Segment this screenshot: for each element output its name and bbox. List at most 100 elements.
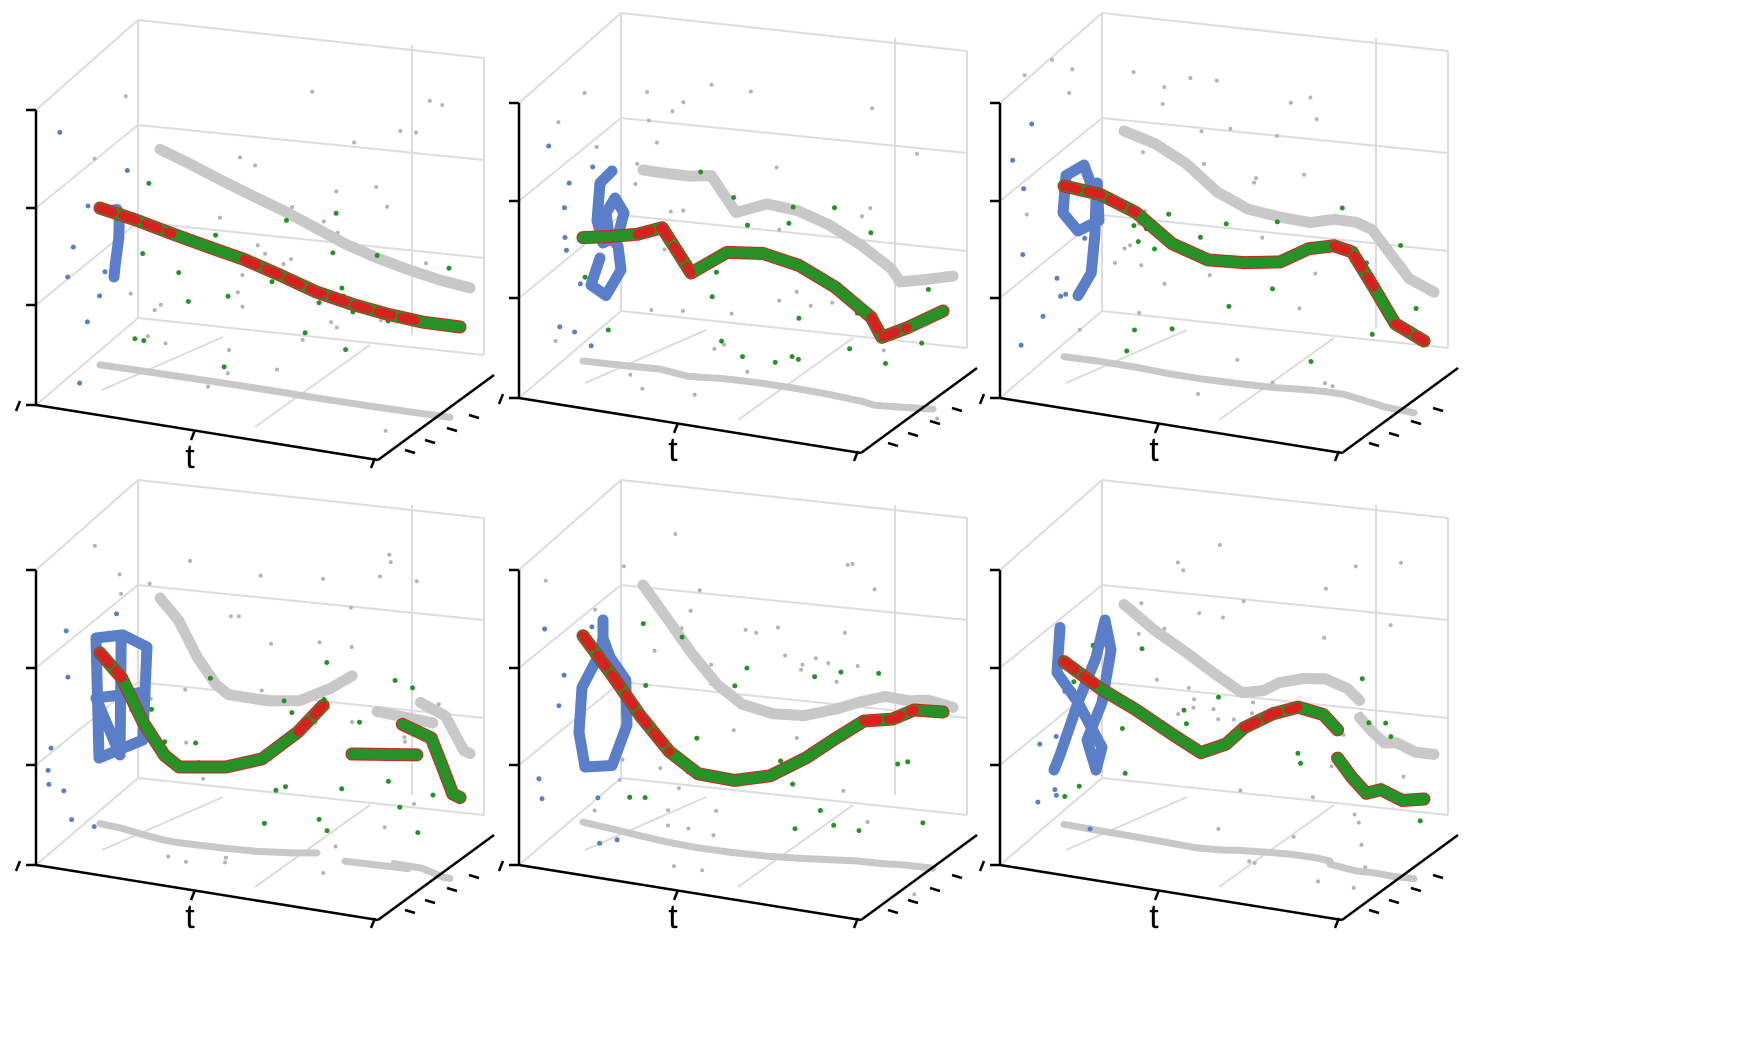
- target-outlier-point: [605, 327, 611, 333]
- noise-point: [843, 630, 847, 635]
- input-outlier-point: [1021, 186, 1027, 192]
- noise-point: [1162, 85, 1167, 90]
- target-point: [205, 245, 212, 252]
- noise-point: [673, 532, 678, 536]
- target-outlier-point: [795, 356, 801, 362]
- noise-point: [1250, 711, 1254, 716]
- gridline-horizontal: [518, 583, 968, 669]
- target-outlier-point: [905, 759, 911, 765]
- target-outlier-point: [643, 683, 649, 688]
- prediction-highlight: [1059, 657, 1105, 693]
- wall-edge: [518, 479, 622, 571]
- wall-edge: [620, 479, 968, 519]
- input-outlier-point: [595, 795, 601, 801]
- depth-tick: [1388, 898, 1400, 905]
- noise-point: [1323, 381, 1327, 386]
- target-outlier-point: [415, 830, 421, 836]
- target-point: [855, 301, 862, 308]
- noise-point: [681, 208, 686, 213]
- noise-point: [553, 339, 558, 343]
- noise-point: [1288, 100, 1293, 105]
- noise-point: [228, 614, 233, 619]
- target-point: [1414, 797, 1421, 803]
- target-outlier-point: [1181, 707, 1187, 713]
- target-outlier-point: [895, 761, 901, 767]
- noise-point: [414, 579, 419, 584]
- target-outlier-point: [1139, 646, 1145, 652]
- target-outlier-point: [1169, 326, 1175, 332]
- noise-point: [388, 560, 393, 565]
- target-point: [1163, 237, 1170, 244]
- target-point: [782, 763, 789, 770]
- noise-point: [1275, 133, 1279, 138]
- noise-point: [1330, 384, 1335, 389]
- target-point: [1196, 750, 1203, 757]
- input-outlier-point: [63, 628, 69, 634]
- noise-point: [617, 778, 622, 782]
- noise-point: [1202, 161, 1206, 166]
- target-point: [1236, 259, 1243, 266]
- input-outlier-point: [572, 329, 578, 335]
- noise-point: [352, 140, 357, 145]
- target-point: [355, 749, 362, 756]
- noise-point: [1122, 246, 1127, 251]
- target-point: [939, 710, 946, 717]
- target-outlier-point: [1417, 818, 1423, 824]
- t-tick: [14, 860, 22, 872]
- depth-tick: [468, 873, 480, 880]
- target-outlier-point: [868, 230, 874, 236]
- t-tick: [672, 422, 680, 434]
- target-outlier-point: [225, 293, 231, 299]
- input-outlier-point: [45, 767, 51, 773]
- input-outlier-point: [1063, 291, 1069, 297]
- target-point: [238, 760, 245, 767]
- target-point: [931, 313, 937, 320]
- target-point: [701, 771, 708, 778]
- gridline-floor: [101, 796, 224, 851]
- target-point: [849, 298, 856, 305]
- noise-point: [1401, 774, 1406, 779]
- target-point: [431, 739, 438, 746]
- input-outlier-point: [1052, 787, 1058, 793]
- input-outlier-point: [114, 611, 119, 617]
- prediction-highlight: [95, 203, 177, 239]
- target-point: [199, 242, 206, 249]
- target-outlier-point: [343, 347, 349, 353]
- target-point: [1421, 795, 1428, 802]
- input-glyph: [585, 165, 630, 301]
- noise-point: [92, 156, 97, 161]
- target-point: [232, 762, 239, 769]
- target-point: [211, 763, 218, 770]
- target-outlier-point: [1122, 770, 1128, 776]
- t-axis: [999, 863, 1343, 922]
- gridline-horizontal: [35, 583, 485, 669]
- target-outlier-point: [792, 826, 798, 832]
- target-point: [803, 755, 810, 761]
- noise-point: [813, 656, 818, 661]
- target-point: [179, 234, 186, 241]
- chart-panel-3: t: [978, 12, 1459, 469]
- noise-point: [668, 209, 673, 214]
- floor-projection: [1060, 353, 1418, 417]
- depth-tick: [404, 448, 416, 455]
- wall-edge: [137, 317, 485, 356]
- depth-axis: [1341, 833, 1459, 922]
- noise-point: [1228, 126, 1233, 131]
- target-point: [860, 305, 867, 312]
- target-point: [408, 752, 415, 759]
- gridline-floor: [1065, 329, 1188, 384]
- noise-point: [666, 823, 670, 828]
- target-outlier-point: [694, 735, 700, 741]
- x-axis-label: t: [668, 431, 678, 469]
- gridline-floor: [254, 804, 371, 888]
- input-outlier-point: [536, 776, 542, 782]
- target-point: [773, 771, 779, 778]
- target-point: [811, 271, 818, 278]
- noise-point: [385, 204, 390, 209]
- depth-tick: [1388, 431, 1400, 438]
- target-point: [166, 754, 173, 761]
- noise-point: [654, 140, 659, 145]
- target-outlier-point: [1274, 219, 1280, 225]
- wall-projection: [1118, 598, 1366, 706]
- target-point: [827, 739, 834, 746]
